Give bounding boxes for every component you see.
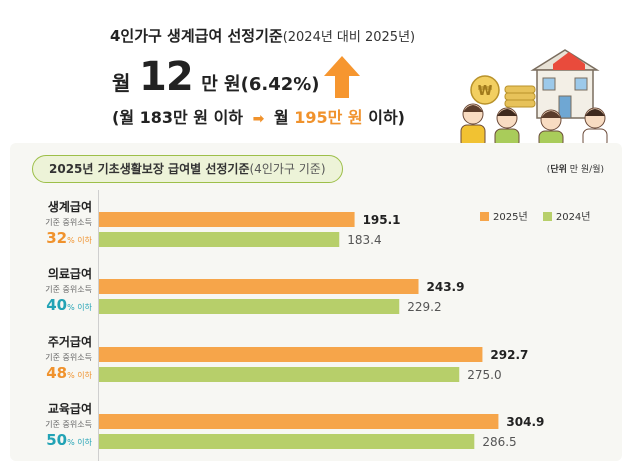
category-pct-value: 50: [46, 431, 68, 449]
header-title-main: 4인가구 생계급여 선정기준: [110, 27, 283, 45]
chart-title: 2025년 기초생활보장 급여별 선정기준(4인가구 기준): [32, 155, 343, 183]
category-pct-value: 48: [46, 364, 68, 382]
category-pct: 32% 이하: [12, 229, 92, 247]
bar-2025-3: [99, 414, 499, 429]
chart-panel-header: 2025년 기초생활보장 급여별 선정기준(4인가구 기준) (단위 만 원/월…: [10, 150, 622, 188]
unit-label: 단위: [550, 165, 567, 175]
category-name: 교육급여: [47, 402, 92, 416]
category-pct: 48% 이하: [12, 364, 92, 382]
increase-prefix: 월: [112, 71, 131, 95]
right-arrow-icon: ➡: [252, 111, 265, 127]
bar-value-label-2024-0: 183.4: [347, 233, 381, 247]
category-std: 기준 중위소득: [45, 353, 92, 362]
header-title: 4인가구 생계급여 선정기준(2024년 대비 2025년): [110, 25, 415, 46]
bar-2025-1: [99, 279, 419, 294]
bar-2024-0: [99, 232, 340, 247]
category-std: 기준 중위소득: [45, 420, 92, 429]
unit-note: (단위 만 원/월): [546, 165, 604, 175]
legend-swatch-green: [542, 212, 552, 221]
category-name: 생계급여: [47, 200, 92, 214]
chart-title-sub: (4인가구 기준): [249, 162, 326, 176]
bar-value-label-2025-1: 243.9: [427, 280, 465, 294]
header-range: (월 183만 원 이하 ➡ 월 195만 원 이하): [112, 104, 405, 128]
category-pct-suffix: % 이하: [67, 236, 92, 245]
header-increase: 월 12 만 원(6.42%): [112, 54, 320, 100]
category-pct-suffix: % 이하: [67, 303, 92, 312]
bar-2024-2: [99, 367, 460, 382]
svg-text:₩: ₩: [478, 84, 493, 99]
up-arrow-icon: [324, 56, 360, 98]
category-pct-suffix: % 이하: [67, 371, 92, 380]
header-title-sub: (2024년 대비 2025년): [282, 30, 416, 45]
range-new-prefix: 월: [273, 108, 289, 127]
bar-value-label-2024-1: 229.2: [407, 300, 441, 314]
coins-icon: ₩: [470, 75, 536, 108]
legend-label-2025: 2025년: [493, 212, 528, 223]
family-house-illustration: ₩: [460, 49, 608, 148]
category-std: 기준 중위소득: [45, 285, 92, 294]
bar-value-label-2024-3: 286.5: [482, 435, 516, 449]
category-label-3: 교육급여 기준 중위소득 50% 이하: [12, 400, 92, 449]
legend-swatch-orange: [480, 212, 489, 221]
chart-legend: 2025년 2024년: [480, 208, 603, 223]
increase-number: 12: [138, 54, 194, 100]
legend-label-2024: 2024년: [555, 212, 591, 223]
chart-axis-line: [98, 190, 99, 461]
category-std: 기준 중위소득: [45, 218, 92, 227]
legend-item-2025: 2025년: [480, 212, 528, 223]
chart-title-main: 2025년 기초생활보장 급여별 선정기준: [49, 162, 250, 176]
bar-value-label-2024-2: 275.0: [467, 368, 501, 382]
bar-2025-2: [99, 347, 483, 362]
category-pct: 50% 이하: [12, 431, 92, 449]
bar-2024-1: [99, 299, 400, 314]
category-label-1: 의료급여 기준 중위소득 40% 이하: [12, 265, 92, 314]
range-close: 이하): [368, 108, 405, 127]
category-label-2: 주거급여 기준 중위소득 48% 이하: [12, 333, 92, 382]
bar-2025-0: [99, 212, 355, 227]
category-name: 주거급여: [47, 335, 92, 349]
category-pct-value: 40: [46, 296, 68, 314]
category-label-0: 생계급여 기준 중위소득 32% 이하: [12, 198, 92, 247]
legend-item-2024: 2024년: [542, 212, 591, 223]
bar-value-label-2025-0: 195.1: [363, 213, 401, 227]
category-pct: 40% 이하: [12, 296, 92, 314]
bar-value-label-2025-2: 292.7: [490, 348, 528, 362]
bar-2024-3: [99, 434, 475, 449]
unit-value: 만 원/월: [569, 165, 601, 175]
range-new-amount: 195만 원: [294, 108, 363, 127]
bar-value-label-2025-3: 304.9: [506, 415, 544, 429]
range-old: (월 183만 원 이하: [112, 108, 244, 127]
house-icon: [530, 49, 600, 119]
increase-suffix: 만 원(6.42%): [201, 74, 320, 95]
category-name: 의료급여: [47, 267, 92, 281]
category-pct-value: 32: [46, 229, 68, 247]
category-pct-suffix: % 이하: [67, 438, 92, 447]
